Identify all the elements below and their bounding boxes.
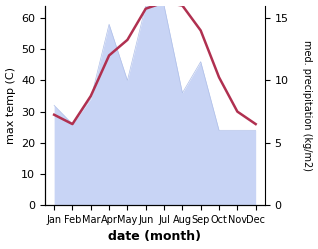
Y-axis label: max temp (C): max temp (C): [5, 67, 16, 144]
X-axis label: date (month): date (month): [108, 230, 201, 244]
Y-axis label: med. precipitation (kg/m2): med. precipitation (kg/m2): [302, 40, 313, 171]
